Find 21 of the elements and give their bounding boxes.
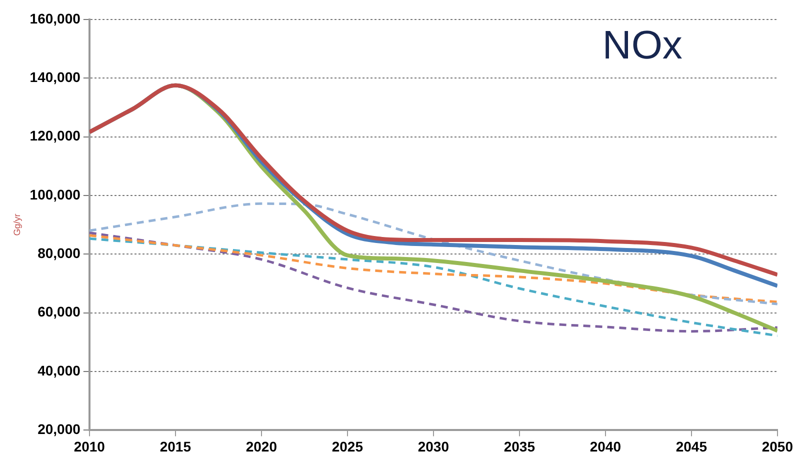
x-tick-label: 2050 (762, 438, 794, 454)
y-tick-label: 160,000 (30, 10, 81, 26)
x-tick-label: 2015 (160, 438, 192, 454)
x-tick-label: 2035 (504, 438, 536, 454)
y-tick-label: 100,000 (30, 186, 81, 202)
y-axis-title: Gg/yr (12, 214, 22, 236)
x-tick-label: 2030 (418, 438, 450, 454)
y-tick-label: 40,000 (38, 362, 81, 378)
y-tick-label: 80,000 (38, 245, 81, 261)
x-tick-label: 2025 (332, 438, 364, 454)
line-series (89, 202, 778, 306)
y-tick-label: 60,000 (38, 304, 81, 320)
x-tick-label: 2010 (74, 438, 106, 454)
x-tick-label: 2020 (246, 438, 278, 454)
y-tick-label: 140,000 (30, 68, 81, 85)
chart-title: NOx (602, 23, 682, 68)
y-tick-label: 20,000 (38, 421, 81, 438)
x-tick-label: 2045 (676, 438, 708, 454)
y-tick-label: 120,000 (30, 128, 81, 144)
x-tick-label: 2040 (590, 438, 622, 454)
line-series (89, 234, 778, 304)
